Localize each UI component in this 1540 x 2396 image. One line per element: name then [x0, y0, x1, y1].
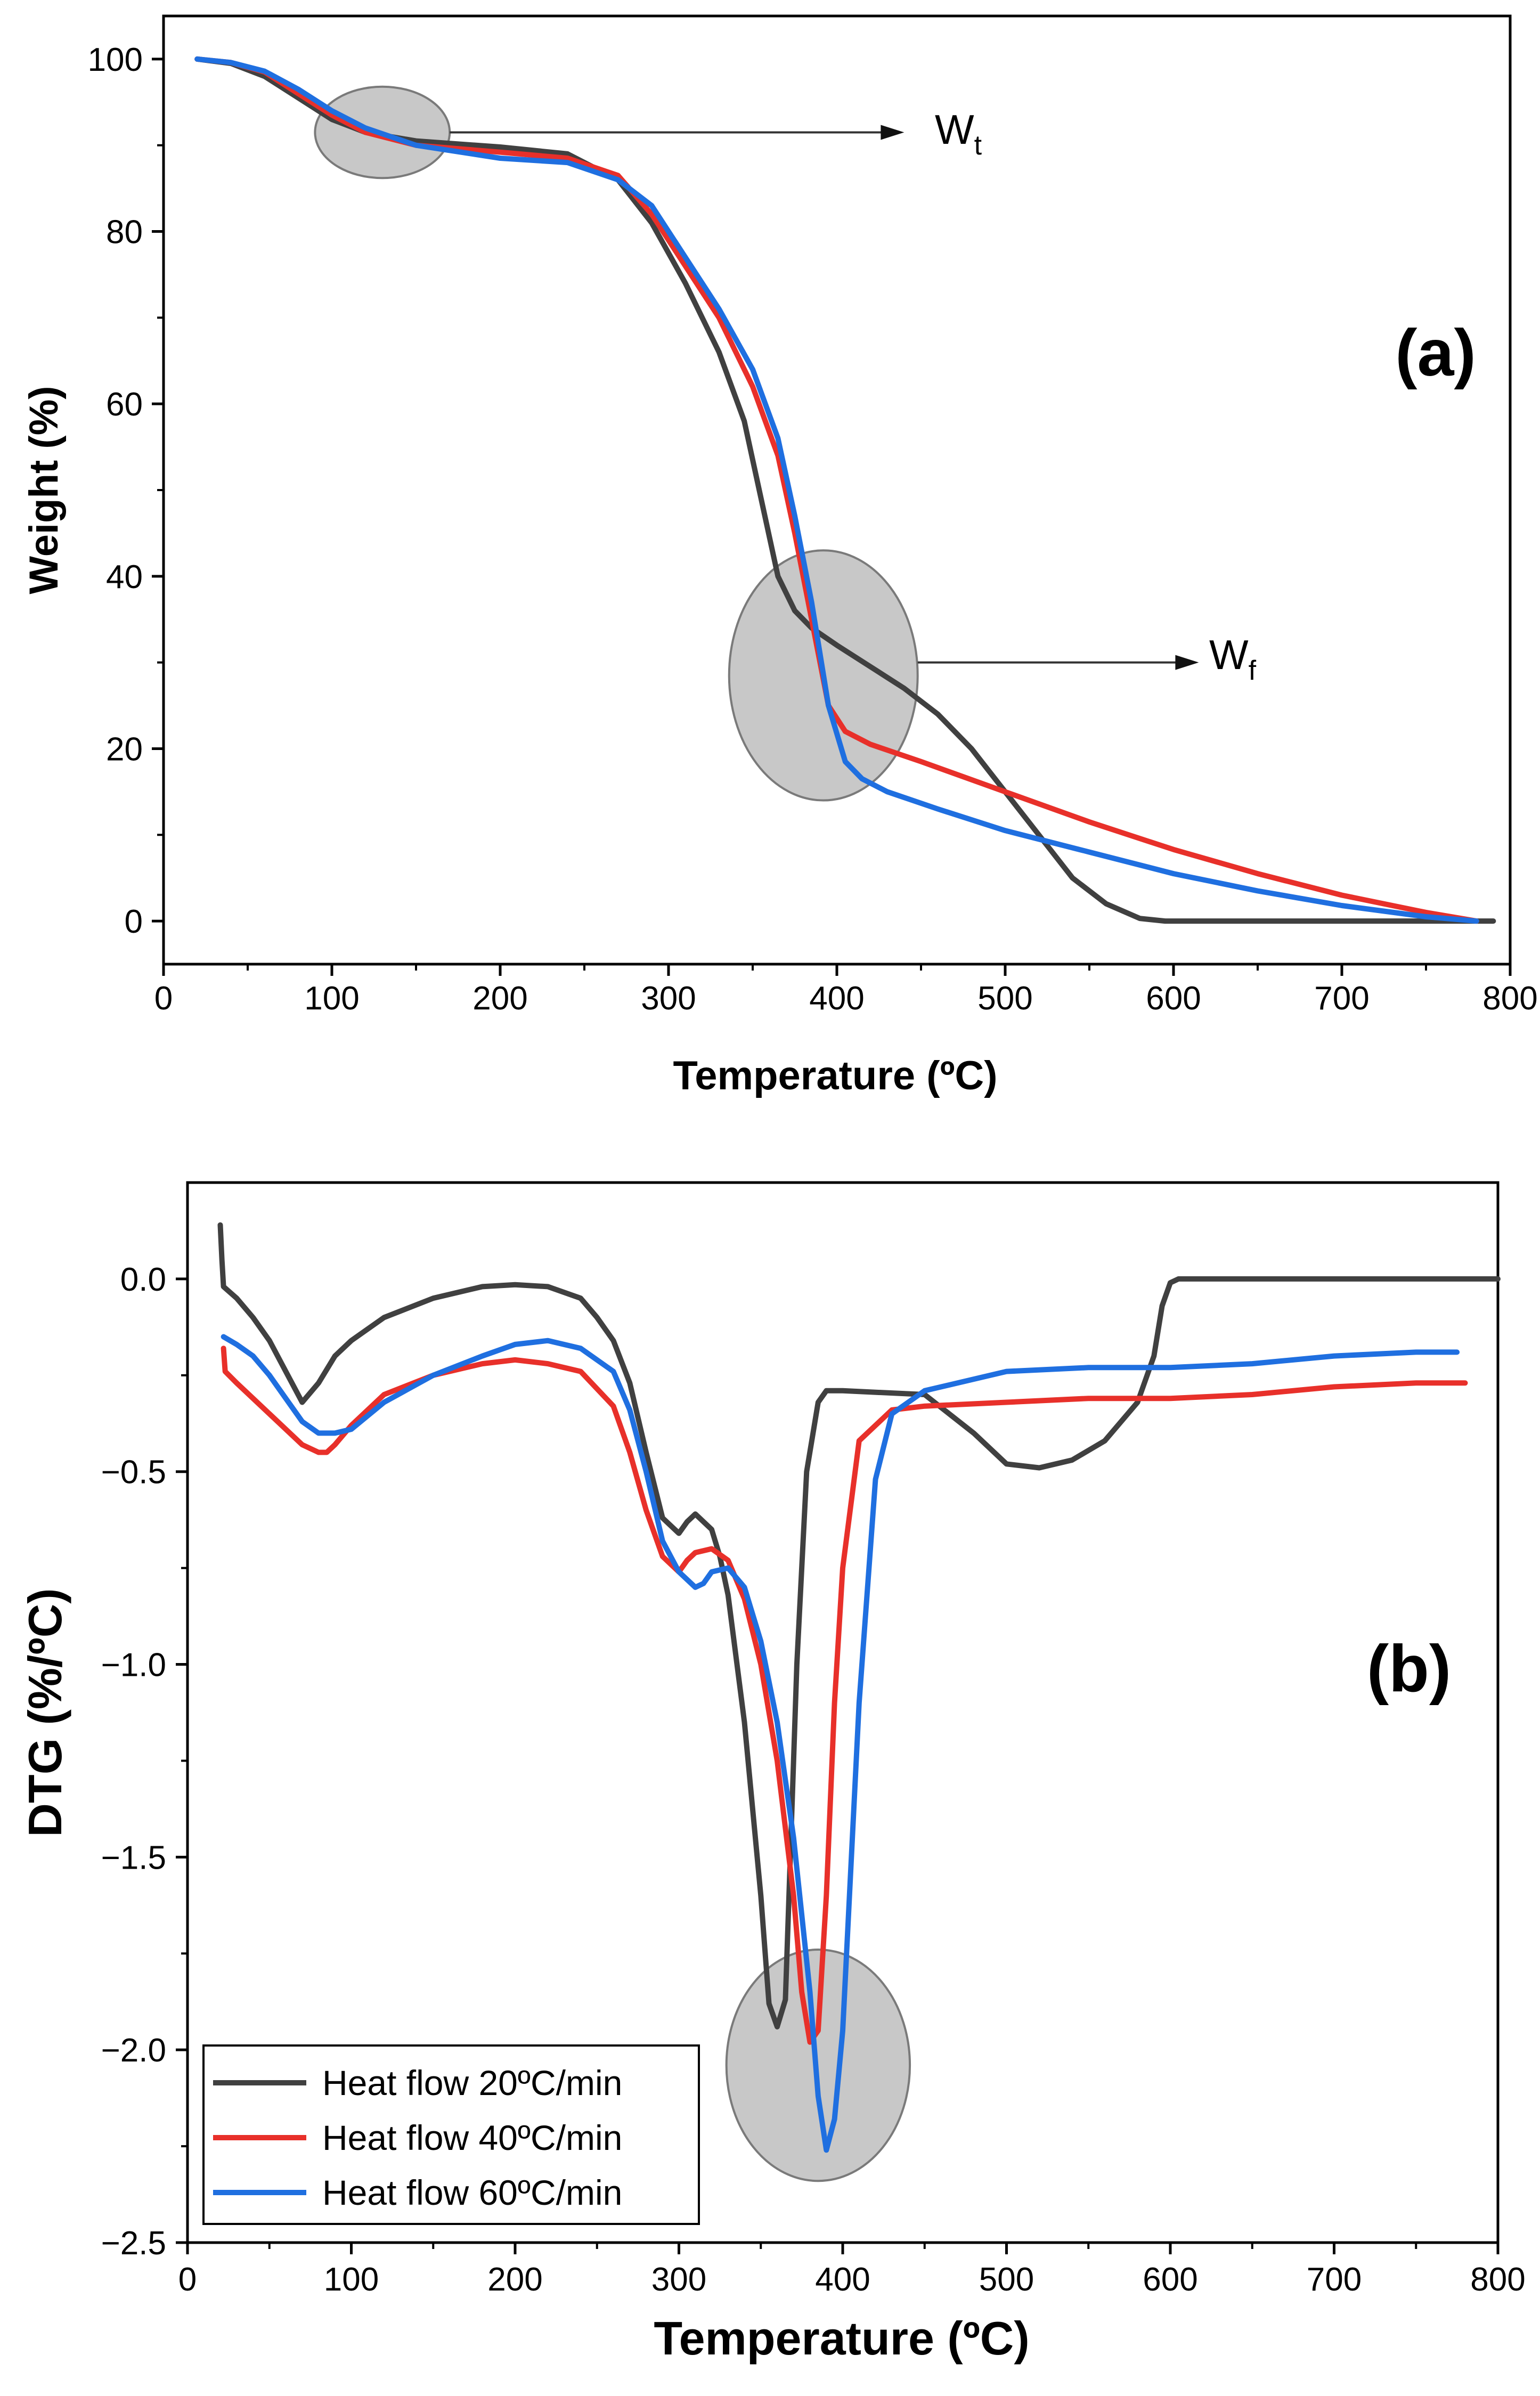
- legend-label-60: Heat flow 60ºC/min: [322, 2173, 622, 2212]
- wf-symbol: W: [1209, 631, 1249, 678]
- panel-a-annotation-wf: Wf: [1209, 631, 1257, 686]
- panel-b-x-axis-title: Temperature (ºC): [654, 2312, 1029, 2365]
- panel-b-y-axis-title: DTG (%/ºC): [19, 1588, 71, 1837]
- panel-a-arrow-head-1: [881, 125, 905, 140]
- panel-b-x-tick-label: 200: [487, 2261, 542, 2298]
- panel-b-x-tick-label: 300: [651, 2261, 706, 2298]
- panel-a-x-axis-title: Temperature (ºC): [673, 1053, 997, 1098]
- panel-b-x-tick-label: 600: [1143, 2261, 1197, 2298]
- legend-label-40: Heat flow 40ºC/min: [322, 2118, 622, 2157]
- panel-a-y-axis-title: Weight (%): [21, 386, 67, 594]
- panel-a-x-tick-label: 200: [472, 980, 527, 1017]
- wt-subscript: t: [974, 130, 982, 161]
- panel-a-annotation-wt: Wt: [935, 106, 982, 161]
- panel-b-series-lines: [217, 1222, 1501, 2153]
- panel-a-x-tick-label: 800: [1482, 980, 1537, 1017]
- panel-a-series-line-2: [194, 56, 1479, 924]
- legend-label-20: Heat flow 20ºC/min: [322, 2063, 622, 2102]
- panel-b-ticks: 0 100 200 300 400 500 600 700 800 0.0 −0.5 −1.0 −1.5…: [101, 1261, 1526, 2298]
- panel-b-dtg-chart: 0 100 200 300 400 500 600 700 800 0.0 −0.5 −1.0 −1.5…: [19, 1181, 1526, 2365]
- panel-b-y-tick-label: −2.5: [101, 2225, 166, 2262]
- panel-b-legend: Heat flow 20ºC/min Heat flow 40ºC/min He…: [202, 2044, 700, 2225]
- panel-b-y-tick-label: −1.0: [101, 1647, 166, 1684]
- panel-b-y-tick-label: −0.5: [101, 1454, 166, 1491]
- panel-b-label: (b): [1367, 1632, 1451, 1706]
- wt-symbol: W: [935, 106, 974, 153]
- panel-a-y-tick-label: 80: [106, 214, 143, 251]
- panel-a-weight-chart: 0 100 200 300 400 500 600 700 800 0 20 40 60 80 100 (a…: [21, 14, 1538, 1098]
- panel-a-x-tick-label: 0: [154, 980, 173, 1017]
- panel-b-y-tick-label: −1.5: [101, 1839, 166, 1876]
- panel-a-annotation-arrows: [450, 125, 1199, 670]
- panel-b-x-tick-label: 100: [324, 2261, 379, 2298]
- panel-a-y-tick-label: 20: [106, 731, 143, 768]
- panel-b-y-tick-label: −2.0: [101, 2032, 166, 2069]
- panel-a-label: (a): [1395, 316, 1476, 390]
- panel-b-x-tick-label: 700: [1307, 2261, 1362, 2298]
- panel-b-x-tick-label: 800: [1470, 2261, 1525, 2298]
- panel-a-y-tick-label: 40: [106, 559, 143, 596]
- panel-b-series-line-2: [221, 1346, 1468, 2045]
- panel-a-x-tick-label: 600: [1146, 980, 1201, 1017]
- panel-a-x-tick-label: 500: [977, 980, 1032, 1017]
- panel-b-series-line-3: [221, 1334, 1460, 2153]
- panel-a-y-tick-label: 0: [125, 903, 143, 940]
- panel-a-series-line-3: [194, 56, 1479, 924]
- panel-a-x-tick-label: 700: [1314, 980, 1369, 1017]
- panel-b-y-tick-label: 0.0: [120, 1261, 166, 1298]
- panel-a-y-tick-label: 100: [88, 42, 143, 78]
- panel-b-x-tick-label: 500: [979, 2261, 1034, 2298]
- panel-a-arrow-head-2: [1175, 655, 1199, 670]
- panel-b-x-tick-label: 0: [178, 2261, 197, 2298]
- panel-a-ticks: 0 100 200 300 400 500 600 700 800 0 20 40 60 80 100: [88, 42, 1538, 1017]
- panel-b-x-tick-label: 400: [815, 2261, 870, 2298]
- panel-a-x-tick-label: 300: [641, 980, 696, 1017]
- panel-a-x-tick-label: 400: [809, 980, 864, 1017]
- panel-b-series-line-1: [217, 1222, 1501, 2030]
- panel-a-series-lines: [194, 56, 1496, 924]
- wf-subscript: f: [1249, 655, 1257, 686]
- panel-a-y-tick-label: 60: [106, 386, 143, 423]
- panel-a-x-tick-label: 100: [304, 980, 359, 1017]
